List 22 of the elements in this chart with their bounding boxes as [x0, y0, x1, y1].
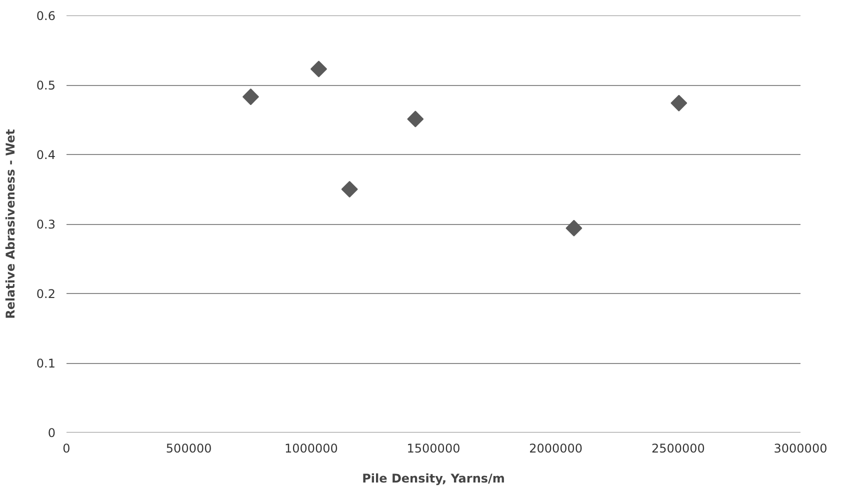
point [341, 180, 358, 198]
x-tick-label: 500000 [166, 442, 212, 456]
x-axis-title: Pile Density, Yarns/m [362, 472, 505, 486]
y-tick-label: 0.5 [36, 78, 56, 92]
point [310, 60, 328, 78]
x-tick-label: 3000000 [774, 442, 828, 456]
x-tick-label: 2500000 [651, 442, 705, 456]
x-tick-label: 0 [62, 442, 70, 456]
point [242, 88, 260, 106]
x-tick-label: 1500000 [406, 442, 460, 456]
y-axis-title: Relative Abrasiveness - Wet [3, 128, 18, 319]
y-tick-label: 0.2 [36, 287, 56, 301]
point [670, 94, 688, 112]
x-tick-label: 1000000 [284, 442, 338, 456]
y-tick-label: 0 [48, 426, 56, 440]
x-tick-label: 2000000 [529, 442, 583, 456]
point [407, 110, 424, 128]
y-tick-label: 0.1 [36, 356, 56, 370]
y-tick-label: 0.3 [36, 218, 56, 232]
y-tick-label: 0.4 [36, 148, 56, 162]
y-tick-label: 0.6 [36, 9, 56, 23]
point [566, 220, 582, 236]
